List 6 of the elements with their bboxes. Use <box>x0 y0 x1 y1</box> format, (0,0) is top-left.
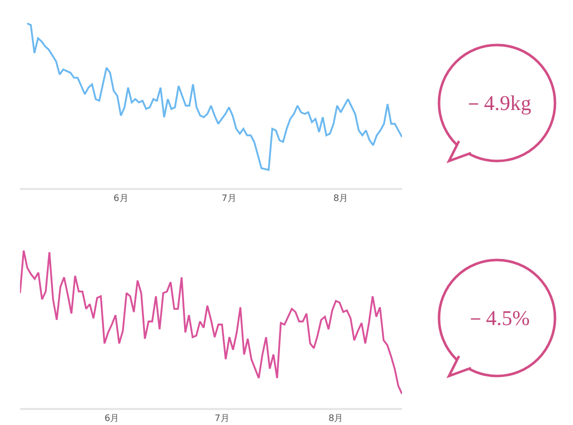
x-tick-label: 6月 <box>104 414 120 424</box>
x-tick-label: 7月 <box>222 194 236 204</box>
x-tick-label: 6月 <box>114 194 128 204</box>
x-tick-label: 8月 <box>333 194 348 204</box>
x-tick-label: 7月 <box>214 414 230 424</box>
x-tick-label: 8月 <box>328 414 344 424</box>
